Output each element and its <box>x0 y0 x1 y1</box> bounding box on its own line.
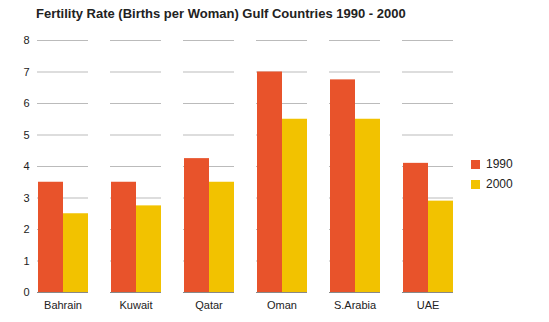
svg-text:Bahrain: Bahrain <box>44 299 82 311</box>
svg-text:8: 8 <box>23 34 29 46</box>
svg-text:4: 4 <box>23 160 29 172</box>
svg-text:Oman: Oman <box>267 299 297 311</box>
svg-text:1: 1 <box>23 255 29 267</box>
svg-text:3: 3 <box>23 192 29 204</box>
html-text:2000: 2000 <box>486 177 513 191</box>
svg-text:7: 7 <box>23 66 29 78</box>
svg-text:6: 6 <box>23 97 29 109</box>
svg-text:0: 0 <box>23 286 29 298</box>
html-text:1990: 1990 <box>486 157 513 171</box>
svg-text:2: 2 <box>23 223 29 235</box>
html-text:Fertility Rate (Births per Wom: Fertility Rate (Births per Woman) Gulf C… <box>36 6 406 21</box>
svg-text:Qatar: Qatar <box>195 299 223 311</box>
svg-text:S.Arabia: S.Arabia <box>334 299 377 311</box>
svg-text:UAE: UAE <box>417 299 440 311</box>
svg-text:Kuwait: Kuwait <box>119 299 152 311</box>
svg-text:5: 5 <box>23 129 29 141</box>
